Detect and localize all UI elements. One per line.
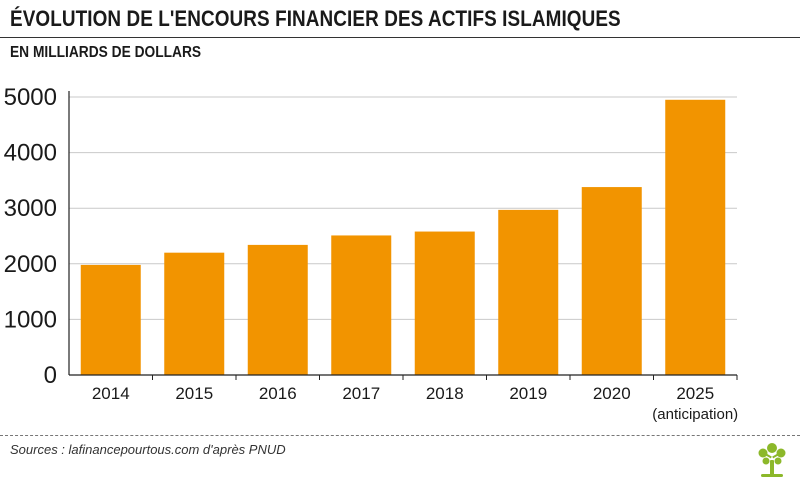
bar <box>498 209 559 375</box>
x-tick-label: 2015 <box>175 384 213 403</box>
bar <box>665 99 726 375</box>
chart-title: ÉVOLUTION DE L'ENCOURS FINANCIER DES ACT… <box>10 6 621 31</box>
y-tick-label: 3000 <box>4 195 57 222</box>
x-tick-label: 2025 <box>676 384 714 403</box>
bar <box>414 231 475 375</box>
title-rule <box>0 37 800 38</box>
x-tick-label: 2014 <box>92 384 130 403</box>
tree-icon <box>758 443 786 477</box>
x-tick-note: (anticipation) <box>652 406 738 423</box>
bar <box>247 244 308 375</box>
x-tick-label: 2018 <box>426 384 464 403</box>
bar <box>164 252 225 375</box>
y-tick-label: 1000 <box>4 306 57 333</box>
chart-subtitle: EN MILLIARDS DE DOLLARS <box>10 44 202 61</box>
x-tick-label: 2020 <box>593 384 631 403</box>
y-tick-label: 0 <box>44 362 57 389</box>
bar <box>80 264 141 375</box>
bar <box>581 187 642 375</box>
y-tick-label: 4000 <box>4 140 57 167</box>
x-tick-label: 2017 <box>342 384 380 403</box>
x-tick-label: 2019 <box>509 384 547 403</box>
bar <box>331 235 392 375</box>
source-note: Sources : lafinancepourtous.com d'après … <box>10 442 286 457</box>
x-tick-label: 2016 <box>259 384 297 403</box>
y-tick-label: 2000 <box>4 251 57 278</box>
source-rule <box>0 435 800 436</box>
y-tick-label: 5000 <box>4 84 57 111</box>
